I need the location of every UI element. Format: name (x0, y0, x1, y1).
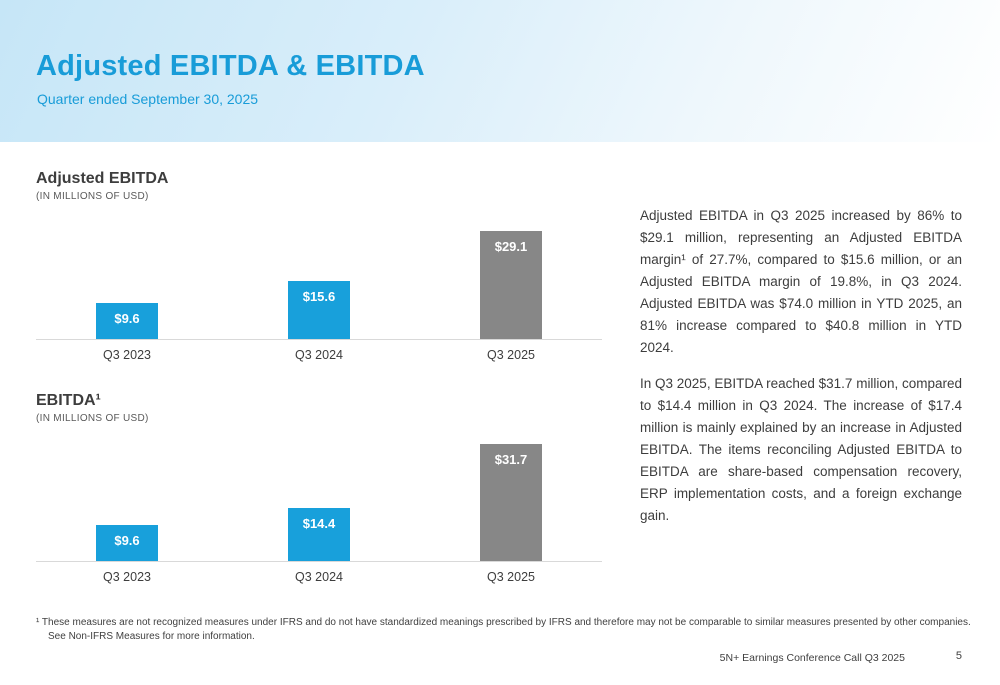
x-axis: Q3 2023 Q3 2024 Q3 2025 (36, 570, 602, 584)
chart-units-label: (IN MILLIONS OF USD) (36, 413, 149, 424)
bar-q3-2025: $29.1 (480, 231, 542, 339)
bar-q3-2025: $31.7 (480, 444, 542, 561)
bar-column: $14.4 (244, 508, 394, 561)
bar-column: $31.7 (436, 444, 586, 561)
chart-units-label: (IN MILLIONS OF USD) (36, 191, 149, 202)
page-subtitle: Quarter ended September 30, 2025 (37, 91, 259, 107)
footnote: ¹ These measures are not recognized meas… (36, 617, 971, 642)
x-tick-label: Q3 2025 (487, 348, 535, 362)
footer-presentation-label: 5N+ Earnings Conference Call Q3 2025 (719, 652, 905, 664)
bar-q3-2024: $15.6 (288, 281, 350, 339)
x-tick-label: Q3 2023 (103, 348, 151, 362)
commentary-paragraph-1: Adjusted EBITDA in Q3 2025 increased by … (640, 208, 962, 355)
bar-value-label: $14.4 (302, 516, 336, 531)
charts-column: Adjusted EBITDA (IN MILLIONS OF USD) $9.… (36, 170, 602, 584)
chart-title: Adjusted EBITDA (36, 170, 169, 187)
x-tick-label: Q3 2024 (295, 570, 343, 584)
bar-value-label: $15.6 (302, 289, 336, 304)
x-tick-label: Q3 2023 (103, 570, 151, 584)
x-tick-label: Q3 2025 (487, 570, 535, 584)
bar-value-label: $31.7 (494, 452, 528, 467)
bar-column: $29.1 (436, 231, 586, 339)
bar-q3-2023: $9.6 (96, 525, 158, 561)
bar-column: $9.6 (52, 303, 202, 339)
ebitda-chart: EBITDA¹ (IN MILLIONS OF USD) $9.6 $14.4 … (36, 392, 602, 584)
adjusted-ebitda-chart: Adjusted EBITDA (IN MILLIONS OF USD) $9.… (36, 170, 602, 362)
page-title: Adjusted EBITDA & EBITDA (36, 50, 425, 82)
bar-value-label: $9.6 (114, 533, 140, 548)
x-axis: Q3 2023 Q3 2024 Q3 2025 (36, 348, 602, 362)
bar-q3-2023: $9.6 (96, 303, 158, 339)
commentary-paragraph-2: In Q3 2025, EBITDA reached $31.7 million… (640, 376, 962, 523)
chart-title: EBITDA¹ (36, 392, 101, 409)
page-number: 5 (955, 650, 962, 662)
bar-column: $9.6 (52, 525, 202, 561)
bar-q3-2024: $14.4 (288, 508, 350, 561)
bar-column: $15.6 (244, 281, 394, 339)
plot-area: $9.6 $14.4 $31.7 (36, 438, 602, 562)
bar-value-label: $29.1 (494, 239, 528, 254)
x-tick-label: Q3 2024 (295, 348, 343, 362)
commentary-column: Adjusted EBITDA in Q3 2025 increased by … (640, 205, 962, 541)
header-band: Adjusted EBITDA & EBITDA Quarter ended S… (0, 0, 1000, 142)
plot-area: $9.6 $15.6 $29.1 (36, 216, 602, 340)
bar-value-label: $9.6 (114, 311, 140, 326)
